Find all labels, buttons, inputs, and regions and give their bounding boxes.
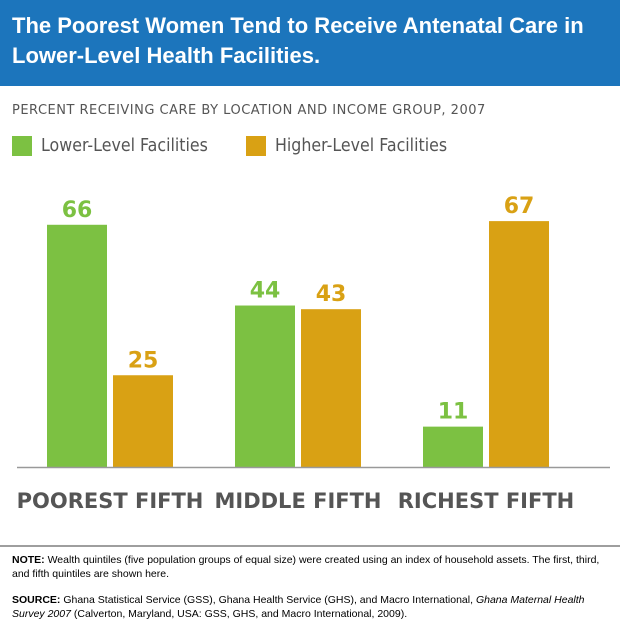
bar-lower-2 bbox=[235, 305, 295, 467]
value-label-higher-2: 43 bbox=[316, 282, 347, 307]
source-label: SOURCE: bbox=[12, 594, 61, 606]
category-label-3: RICHEST FIFTH bbox=[398, 489, 574, 513]
source-title: Ghana Maternal Health Survey 2007 bbox=[12, 594, 585, 620]
footer-divider bbox=[0, 545, 620, 547]
bar-higher-2 bbox=[301, 309, 361, 467]
chart-title: The Poorest Women Tend to Receive Antena… bbox=[12, 13, 584, 68]
bar-higher-1 bbox=[113, 375, 173, 467]
category-label-1: POOREST FIFTH bbox=[17, 489, 204, 513]
legend-label-lower: Lower-Level Facilities bbox=[41, 135, 208, 156]
source-citation: SOURCE: Ghana Statistical Service (GSS),… bbox=[12, 593, 608, 621]
bar-lower-1 bbox=[47, 224, 107, 467]
title-banner: The Poorest Women Tend to Receive Antena… bbox=[0, 0, 620, 86]
bar-chart: 66 25 POOREST FIFTH 44 43 MIDDLE FIFTH 11 67 RIC… bbox=[17, 194, 610, 513]
bar-higher-3 bbox=[489, 221, 549, 467]
chart-subtitle: PERCENT RECEIVING CARE BY LOCATION AND I… bbox=[12, 103, 486, 118]
value-label-higher-3: 67 bbox=[504, 194, 535, 219]
category-label-2: MIDDLE FIFTH bbox=[214, 489, 381, 513]
bar-lower-3 bbox=[423, 426, 483, 467]
note-label: NOTE: bbox=[12, 554, 45, 566]
source-text-1: Ghana Statistical Service (GSS), Ghana H… bbox=[60, 594, 476, 606]
footnote: NOTE: Wealth quintiles (five population … bbox=[12, 553, 608, 581]
legend-swatch-lower bbox=[12, 136, 32, 156]
legend-swatch-higher bbox=[246, 136, 266, 156]
legend-label-higher: Higher-Level Facilities bbox=[275, 135, 448, 156]
source-text-2: (Calverton, Maryland, USA: GSS, GHS, and… bbox=[70, 608, 408, 620]
value-label-lower-2: 44 bbox=[250, 279, 281, 304]
value-label-lower-3: 11 bbox=[438, 400, 469, 425]
value-label-higher-1: 25 bbox=[128, 348, 159, 373]
note-text: Wealth quintiles (five population groups… bbox=[12, 554, 600, 580]
value-label-lower-1: 66 bbox=[62, 198, 93, 223]
